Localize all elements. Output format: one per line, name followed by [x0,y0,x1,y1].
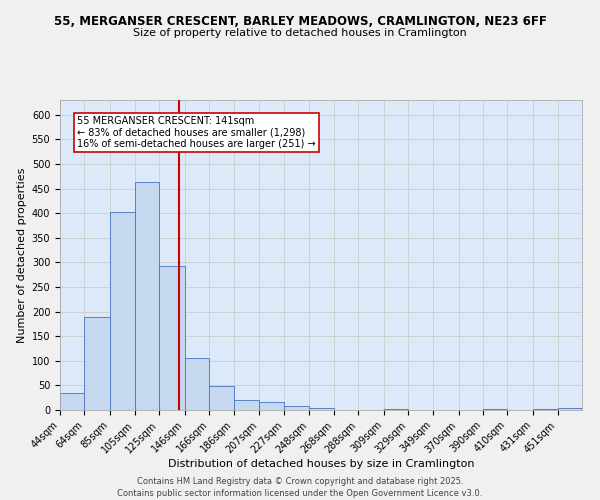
Text: 55, MERGANSER CRESCENT, BARLEY MEADOWS, CRAMLINGTON, NE23 6FF: 55, MERGANSER CRESCENT, BARLEY MEADOWS, … [53,15,547,28]
Bar [259,402,284,410]
Bar [483,408,508,410]
Bar [185,358,209,410]
Bar [233,400,259,410]
Bar [557,408,582,410]
Bar [310,408,334,410]
Text: Size of property relative to detached houses in Cramlington: Size of property relative to detached ho… [133,28,467,38]
Bar [159,266,185,410]
Bar [284,406,310,410]
X-axis label: Distribution of detached houses by size in Cramlington: Distribution of detached houses by size … [168,459,474,469]
Bar [110,212,134,410]
Text: Contains HM Land Registry data © Crown copyright and database right 2025.
Contai: Contains HM Land Registry data © Crown c… [118,476,482,498]
Bar [384,408,409,410]
Bar [134,182,159,410]
Bar [533,408,557,410]
Bar [85,318,110,410]
Text: 55 MERGANSER CRESCENT: 141sqm
← 83% of detached houses are smaller (1,298)
16% o: 55 MERGANSER CRESCENT: 141sqm ← 83% of d… [77,116,316,149]
Bar [60,393,85,410]
Y-axis label: Number of detached properties: Number of detached properties [17,168,28,342]
Bar [209,386,233,410]
